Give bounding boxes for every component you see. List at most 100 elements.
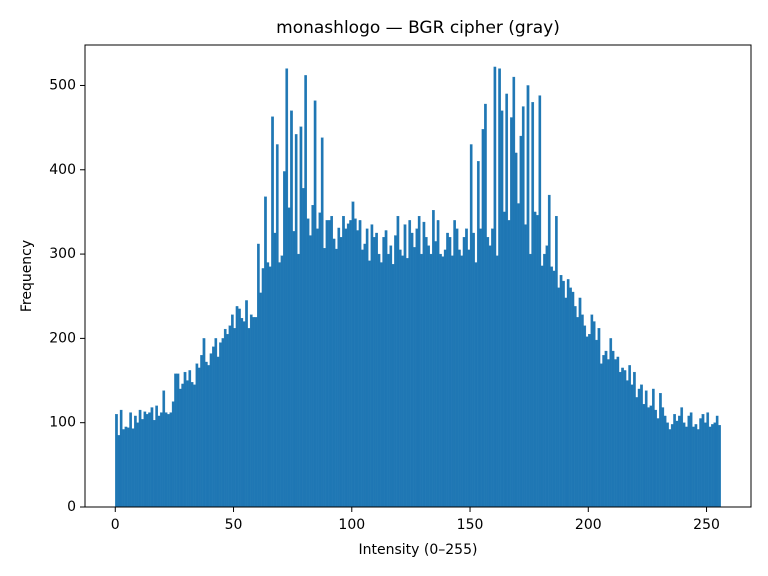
bar <box>361 249 364 508</box>
bar <box>640 384 643 508</box>
bar <box>415 228 419 508</box>
chart-title: monashlogo — BGR cipher (gray) <box>276 18 560 38</box>
bar <box>552 270 556 508</box>
bar <box>578 297 582 508</box>
bar <box>557 287 561 508</box>
bar <box>526 85 530 508</box>
bar <box>406 258 409 508</box>
bar <box>502 211 506 508</box>
bar <box>692 426 695 508</box>
bar <box>713 422 717 508</box>
bar <box>701 414 705 508</box>
bar <box>304 75 307 508</box>
bar <box>134 415 137 508</box>
bar <box>408 220 412 508</box>
bar <box>273 232 277 508</box>
bar <box>642 403 646 508</box>
bar <box>595 339 598 508</box>
bar <box>261 268 265 508</box>
bar <box>637 388 641 508</box>
bar <box>668 429 672 508</box>
y-axis-label: Frequency <box>19 240 35 312</box>
bar <box>115 414 118 508</box>
bar <box>663 415 667 508</box>
bar <box>458 249 461 508</box>
bar <box>630 384 634 508</box>
bar <box>484 103 487 508</box>
bar <box>242 321 246 508</box>
bar <box>228 325 232 508</box>
y-tick-label: 100 <box>49 415 76 431</box>
bar <box>680 407 684 508</box>
bar <box>443 249 447 508</box>
bar <box>351 201 355 508</box>
bar <box>391 264 395 508</box>
bar <box>521 106 525 508</box>
bar <box>124 426 128 508</box>
bar <box>209 353 213 508</box>
bar <box>325 220 329 508</box>
bar <box>481 129 485 508</box>
bar <box>417 215 421 508</box>
bar <box>448 237 452 508</box>
x-tick-label: 100 <box>338 517 365 533</box>
bar <box>287 207 291 508</box>
bar <box>152 420 156 508</box>
bar <box>176 373 180 508</box>
bar <box>318 212 322 508</box>
bar <box>342 215 345 508</box>
bar <box>363 243 367 508</box>
bar <box>160 412 163 508</box>
bar <box>670 424 674 508</box>
bar <box>297 253 300 508</box>
y-tick-label: 0 <box>67 499 76 515</box>
bar <box>505 93 509 508</box>
bar <box>654 409 658 508</box>
bar <box>162 390 166 508</box>
bar <box>562 280 565 508</box>
bar <box>460 255 464 508</box>
bar <box>685 426 688 508</box>
bar <box>694 424 698 508</box>
bar <box>122 429 125 508</box>
bar <box>167 414 170 508</box>
bar <box>559 275 563 508</box>
bar <box>394 235 397 508</box>
bar <box>413 247 416 508</box>
bar <box>678 415 681 508</box>
x-axis-label: Intensity (0–255) <box>359 542 478 558</box>
bar <box>330 215 334 508</box>
bar <box>387 253 390 508</box>
bar <box>126 427 130 508</box>
bar <box>696 429 700 508</box>
bar <box>169 412 173 508</box>
x-tick-label: 0 <box>111 517 120 533</box>
bar <box>202 338 206 508</box>
bar <box>661 407 665 508</box>
bar <box>597 328 601 508</box>
bar <box>233 328 237 508</box>
bar <box>583 325 587 508</box>
bar <box>524 224 527 508</box>
bar <box>623 370 627 508</box>
bar <box>517 203 520 508</box>
bar <box>365 228 369 508</box>
bar <box>389 245 393 508</box>
bar <box>614 359 617 508</box>
bar <box>117 435 121 508</box>
bar <box>344 228 348 508</box>
bar <box>493 66 497 508</box>
bar <box>259 292 263 508</box>
bar <box>226 334 229 508</box>
bar <box>422 221 426 508</box>
bar <box>427 245 430 508</box>
bar <box>221 338 225 508</box>
bar <box>148 412 151 508</box>
bar <box>377 253 381 508</box>
bar <box>569 287 572 508</box>
bar <box>666 422 669 508</box>
bar <box>625 380 629 508</box>
bar <box>649 405 653 508</box>
